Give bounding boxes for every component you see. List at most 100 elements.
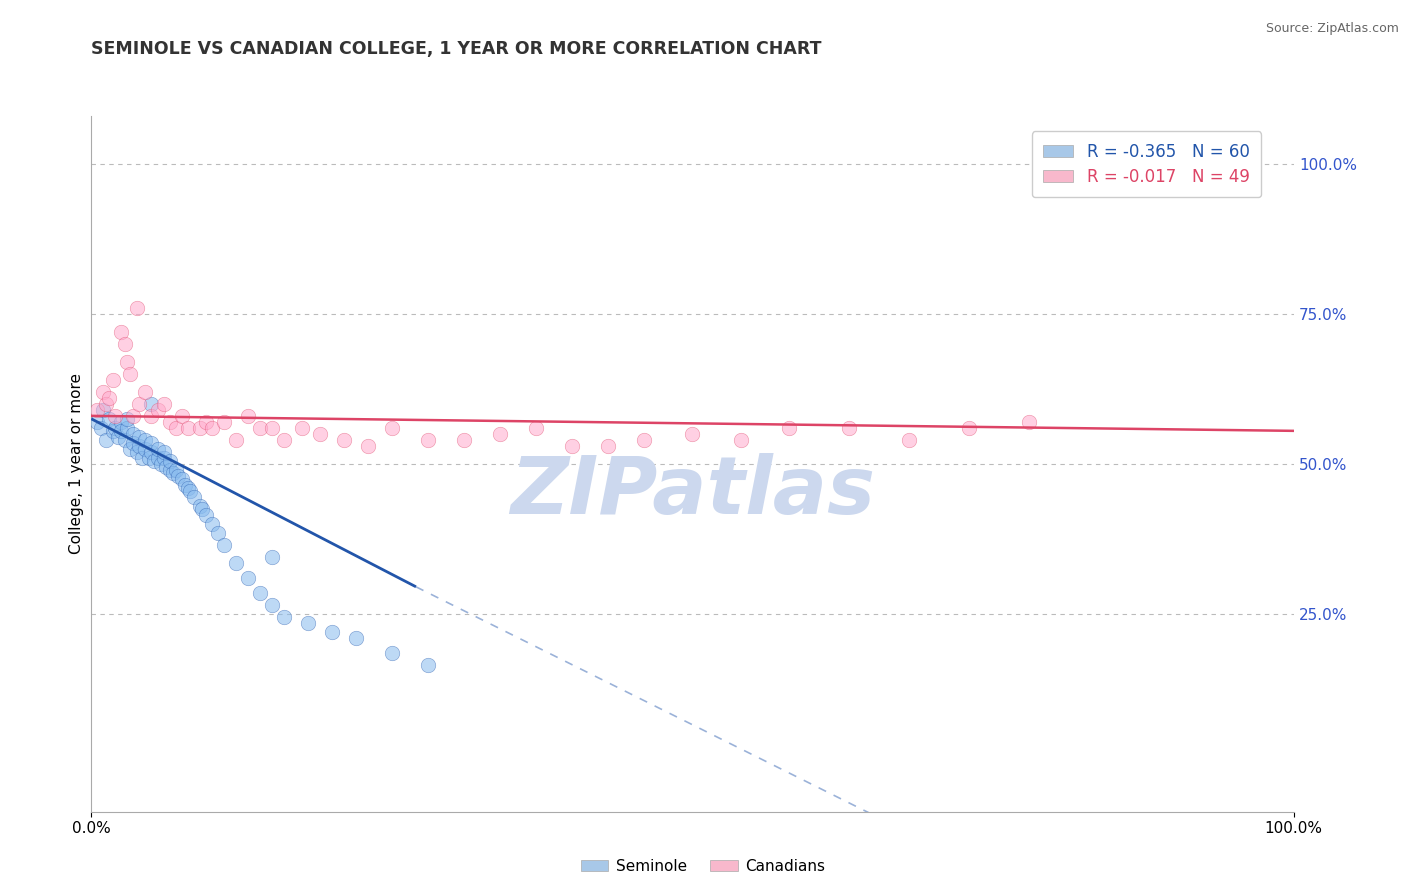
Point bbox=[94, 433, 117, 447]
Text: ZIPatlas: ZIPatlas bbox=[510, 452, 875, 531]
Point bbox=[344, 631, 367, 645]
Point bbox=[159, 454, 181, 468]
Point bbox=[141, 435, 163, 450]
Point bbox=[152, 445, 174, 459]
Point bbox=[170, 472, 193, 486]
Point bbox=[260, 549, 283, 564]
Point bbox=[838, 421, 860, 435]
Point bbox=[212, 538, 235, 552]
Point bbox=[86, 402, 108, 417]
Point bbox=[165, 421, 187, 435]
Point bbox=[201, 516, 224, 531]
Point bbox=[150, 457, 173, 471]
Point bbox=[131, 450, 153, 465]
Point bbox=[225, 556, 247, 570]
Point bbox=[176, 481, 198, 495]
Point bbox=[155, 459, 177, 474]
Point bbox=[957, 421, 980, 435]
Y-axis label: College, 1 year or more: College, 1 year or more bbox=[69, 374, 84, 554]
Point bbox=[524, 421, 547, 435]
Point bbox=[236, 409, 259, 423]
Point bbox=[114, 433, 136, 447]
Point bbox=[110, 415, 132, 429]
Point bbox=[122, 435, 145, 450]
Point bbox=[321, 624, 343, 639]
Point bbox=[778, 421, 800, 435]
Point bbox=[188, 421, 211, 435]
Point bbox=[104, 409, 127, 423]
Point bbox=[128, 397, 150, 411]
Point bbox=[117, 355, 139, 369]
Point bbox=[201, 421, 224, 435]
Point bbox=[118, 442, 141, 456]
Point bbox=[260, 598, 283, 612]
Point bbox=[134, 433, 156, 447]
Point bbox=[297, 615, 319, 630]
Point bbox=[107, 430, 129, 444]
Point bbox=[236, 571, 259, 585]
Legend: Seminole, Canadians: Seminole, Canadians bbox=[575, 853, 831, 880]
Text: SEMINOLE VS CANADIAN COLLEGE, 1 YEAR OR MORE CORRELATION CHART: SEMINOLE VS CANADIAN COLLEGE, 1 YEAR OR … bbox=[91, 40, 823, 58]
Point bbox=[141, 409, 163, 423]
Text: Source: ZipAtlas.com: Source: ZipAtlas.com bbox=[1265, 22, 1399, 36]
Point bbox=[381, 646, 404, 660]
Point bbox=[101, 424, 124, 438]
Point bbox=[416, 433, 439, 447]
Point bbox=[167, 468, 190, 483]
Point bbox=[333, 433, 356, 447]
Point bbox=[260, 421, 283, 435]
Point bbox=[134, 384, 156, 399]
Point bbox=[93, 384, 115, 399]
Point bbox=[141, 445, 163, 459]
Point bbox=[125, 301, 148, 315]
Point bbox=[93, 402, 115, 417]
Point bbox=[146, 450, 169, 465]
Point bbox=[179, 483, 201, 498]
Point bbox=[128, 439, 150, 453]
Point bbox=[453, 433, 475, 447]
Point bbox=[117, 421, 139, 435]
Point bbox=[174, 478, 197, 492]
Point bbox=[598, 439, 620, 453]
Point bbox=[110, 325, 132, 339]
Point bbox=[225, 433, 247, 447]
Point bbox=[114, 337, 136, 351]
Point bbox=[188, 499, 211, 513]
Point bbox=[308, 426, 330, 441]
Point bbox=[122, 409, 145, 423]
Point bbox=[194, 508, 217, 522]
Point bbox=[183, 490, 205, 504]
Point bbox=[170, 409, 193, 423]
Point bbox=[141, 397, 163, 411]
Point bbox=[117, 412, 139, 426]
Point bbox=[90, 421, 112, 435]
Point bbox=[94, 397, 117, 411]
Point bbox=[416, 657, 439, 672]
Point bbox=[165, 463, 187, 477]
Point bbox=[101, 373, 124, 387]
Point bbox=[146, 402, 169, 417]
Point bbox=[152, 450, 174, 465]
Point bbox=[118, 367, 141, 381]
Point bbox=[122, 426, 145, 441]
Point bbox=[159, 463, 181, 477]
Point bbox=[212, 415, 235, 429]
Point bbox=[138, 450, 160, 465]
Point bbox=[86, 415, 108, 429]
Point bbox=[104, 421, 127, 435]
Point bbox=[191, 501, 214, 516]
Point bbox=[1018, 415, 1040, 429]
Point bbox=[98, 412, 121, 426]
Point bbox=[730, 433, 752, 447]
Point bbox=[249, 586, 271, 600]
Point bbox=[162, 466, 184, 480]
Point bbox=[357, 439, 380, 453]
Legend: R = -0.365   N = 60, R = -0.017   N = 49: R = -0.365 N = 60, R = -0.017 N = 49 bbox=[1032, 131, 1261, 197]
Point bbox=[159, 415, 181, 429]
Point bbox=[134, 442, 156, 456]
Point bbox=[489, 426, 512, 441]
Point bbox=[176, 421, 198, 435]
Point bbox=[128, 430, 150, 444]
Point bbox=[152, 397, 174, 411]
Point bbox=[273, 609, 295, 624]
